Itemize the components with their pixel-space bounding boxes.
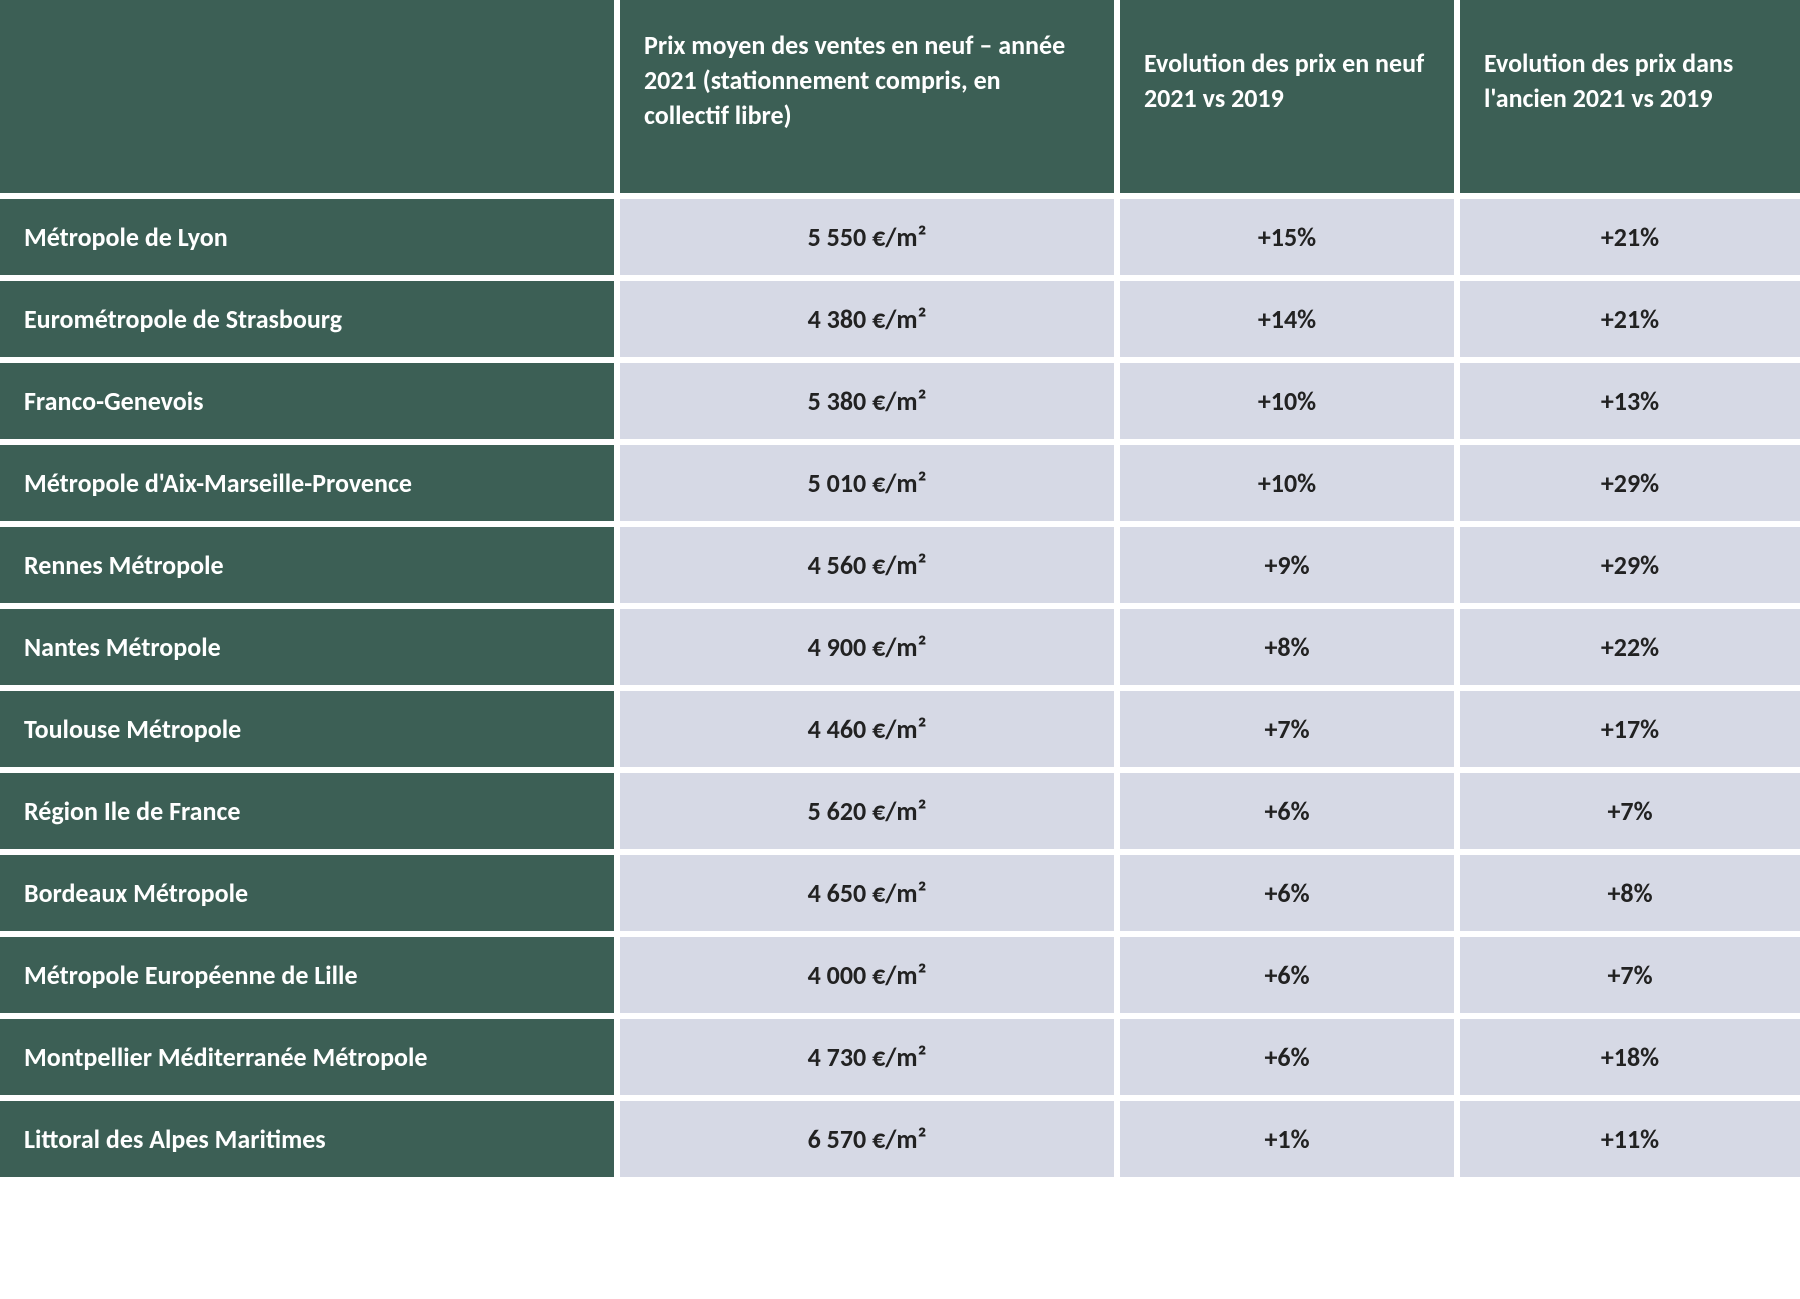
- table-row: Métropole de Lyon 5 550 €/m² +15% +21%: [0, 193, 1800, 275]
- cell-evo-ancien: +29%: [1460, 439, 1800, 521]
- row-label: Montpellier Méditerranée Métropole: [0, 1013, 620, 1095]
- row-label: Région Ile de France: [0, 767, 620, 849]
- cell-evo-ancien: +7%: [1460, 931, 1800, 1013]
- table-row: Bordeaux Métropole 4 650 €/m² +6% +8%: [0, 849, 1800, 931]
- table-row: Franco-Genevois 5 380 €/m² +10% +13%: [0, 357, 1800, 439]
- cell-evo-ancien: +17%: [1460, 685, 1800, 767]
- table-row: Eurométropole de Strasbourg 4 380 €/m² +…: [0, 275, 1800, 357]
- cell-evo-neuf: +6%: [1120, 767, 1460, 849]
- cell-evo-ancien: +8%: [1460, 849, 1800, 931]
- header-evo-ancien: Evolution des prix dans l'ancien 2021 vs…: [1460, 0, 1800, 193]
- table-row: Région Ile de France 5 620 €/m² +6% +7%: [0, 767, 1800, 849]
- price-evolution-table: Prix moyen des ventes en neuf – année 20…: [0, 0, 1800, 1177]
- cell-price: 5 380 €/m²: [620, 357, 1120, 439]
- row-label: Rennes Métropole: [0, 521, 620, 603]
- cell-evo-ancien: +18%: [1460, 1013, 1800, 1095]
- cell-price: 6 570 €/m²: [620, 1095, 1120, 1177]
- cell-evo-neuf: +9%: [1120, 521, 1460, 603]
- row-label: Métropole Européenne de Lille: [0, 931, 620, 1013]
- table-row: Métropole d'Aix-Marseille-Provence 5 010…: [0, 439, 1800, 521]
- cell-evo-neuf: +1%: [1120, 1095, 1460, 1177]
- table-row: Littoral des Alpes Maritimes 6 570 €/m² …: [0, 1095, 1800, 1177]
- cell-price: 4 900 €/m²: [620, 603, 1120, 685]
- cell-evo-neuf: +6%: [1120, 931, 1460, 1013]
- header-evo-neuf-text: Evolution des prix en neuf 2021 vs 2019: [1144, 47, 1424, 114]
- row-label: Nantes Métropole: [0, 603, 620, 685]
- row-label: Métropole de Lyon: [0, 193, 620, 275]
- row-label: Eurométropole de Strasbourg: [0, 275, 620, 357]
- cell-evo-ancien: +21%: [1460, 193, 1800, 275]
- cell-evo-ancien: +21%: [1460, 275, 1800, 357]
- cell-evo-neuf: +6%: [1120, 1013, 1460, 1095]
- header-evo-neuf: Evolution des prix en neuf 2021 vs 2019: [1120, 0, 1460, 193]
- cell-evo-neuf: +10%: [1120, 357, 1460, 439]
- cell-evo-neuf: +10%: [1120, 439, 1460, 521]
- row-label: Toulouse Métropole: [0, 685, 620, 767]
- table-row: Nantes Métropole 4 900 €/m² +8% +22%: [0, 603, 1800, 685]
- cell-price: 4 460 €/m²: [620, 685, 1120, 767]
- cell-price: 5 010 €/m²: [620, 439, 1120, 521]
- cell-evo-neuf: +7%: [1120, 685, 1460, 767]
- table-body: Métropole de Lyon 5 550 €/m² +15% +21% E…: [0, 193, 1800, 1177]
- table-row: Toulouse Métropole 4 460 €/m² +7% +17%: [0, 685, 1800, 767]
- cell-evo-neuf: +15%: [1120, 193, 1460, 275]
- table-row: Métropole Européenne de Lille 4 000 €/m²…: [0, 931, 1800, 1013]
- row-label: Métropole d'Aix-Marseille-Provence: [0, 439, 620, 521]
- cell-price: 4 560 €/m²: [620, 521, 1120, 603]
- cell-price: 4 730 €/m²: [620, 1013, 1120, 1095]
- table-header: Prix moyen des ventes en neuf – année 20…: [0, 0, 1800, 193]
- cell-evo-neuf: +14%: [1120, 275, 1460, 357]
- cell-evo-ancien: +7%: [1460, 767, 1800, 849]
- cell-evo-neuf: +8%: [1120, 603, 1460, 685]
- cell-evo-ancien: +29%: [1460, 521, 1800, 603]
- header-price-text: Prix moyen des ventes en neuf – année 20…: [644, 29, 1065, 131]
- header-blank: [0, 0, 620, 193]
- cell-price: 4 650 €/m²: [620, 849, 1120, 931]
- cell-price: 4 380 €/m²: [620, 275, 1120, 357]
- table-row: Montpellier Méditerranée Métropole 4 730…: [0, 1013, 1800, 1095]
- cell-price: 5 550 €/m²: [620, 193, 1120, 275]
- price-evolution-table-container: Prix moyen des ventes en neuf – année 20…: [0, 0, 1800, 1177]
- cell-evo-ancien: +11%: [1460, 1095, 1800, 1177]
- header-price: Prix moyen des ventes en neuf – année 20…: [620, 0, 1120, 193]
- row-label: Bordeaux Métropole: [0, 849, 620, 931]
- cell-price: 4 000 €/m²: [620, 931, 1120, 1013]
- row-label: Franco-Genevois: [0, 357, 620, 439]
- table-row: Rennes Métropole 4 560 €/m² +9% +29%: [0, 521, 1800, 603]
- row-label: Littoral des Alpes Maritimes: [0, 1095, 620, 1177]
- header-evo-ancien-text: Evolution des prix dans l'ancien 2021 vs…: [1484, 47, 1733, 114]
- cell-evo-ancien: +22%: [1460, 603, 1800, 685]
- cell-evo-ancien: +13%: [1460, 357, 1800, 439]
- cell-evo-neuf: +6%: [1120, 849, 1460, 931]
- cell-price: 5 620 €/m²: [620, 767, 1120, 849]
